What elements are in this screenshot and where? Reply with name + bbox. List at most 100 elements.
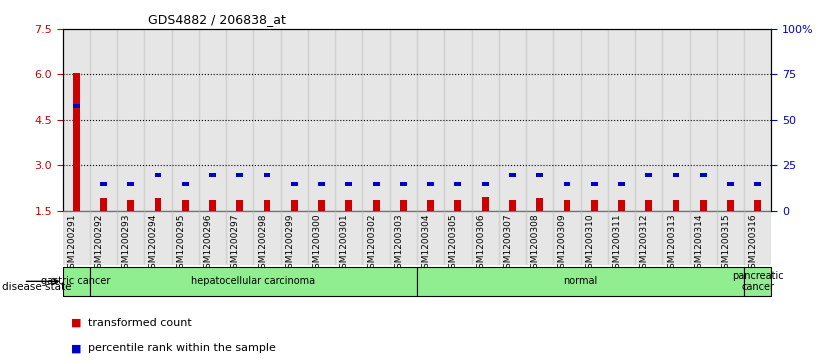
Text: hepatocellular carcinoma: hepatocellular carcinoma <box>191 276 315 286</box>
Bar <box>400 200 407 211</box>
Bar <box>389 211 417 265</box>
Text: GSM1200305: GSM1200305 <box>449 213 458 274</box>
Text: GDS4882 / 206838_at: GDS4882 / 206838_at <box>148 13 285 26</box>
Bar <box>254 211 281 265</box>
Bar <box>128 200 134 211</box>
Bar <box>618 200 625 211</box>
Bar <box>144 29 172 211</box>
Bar <box>363 211 389 265</box>
Bar <box>182 200 188 211</box>
Bar <box>389 29 417 211</box>
Bar <box>717 29 744 211</box>
Text: disease state: disease state <box>2 282 71 292</box>
Text: GSM1200309: GSM1200309 <box>558 213 567 274</box>
Text: GSM1200308: GSM1200308 <box>530 213 540 274</box>
Bar <box>182 183 188 186</box>
Text: GSM1200306: GSM1200306 <box>476 213 485 274</box>
Text: ■: ■ <box>71 343 82 354</box>
Bar <box>63 211 90 265</box>
Bar <box>755 200 761 211</box>
Bar <box>590 183 598 186</box>
Text: GSM1200303: GSM1200303 <box>394 213 404 274</box>
Text: GSM1200295: GSM1200295 <box>176 213 185 274</box>
Bar <box>672 200 680 211</box>
Bar <box>636 211 662 265</box>
Bar <box>226 211 254 265</box>
Bar <box>700 200 706 211</box>
Bar <box>144 211 172 265</box>
Text: GSM1200292: GSM1200292 <box>94 213 103 274</box>
FancyBboxPatch shape <box>90 266 417 296</box>
Bar <box>564 183 570 186</box>
Bar <box>564 200 570 211</box>
FancyBboxPatch shape <box>63 266 90 296</box>
Bar <box>427 200 434 211</box>
Bar <box>744 211 771 265</box>
Bar <box>482 197 489 211</box>
Bar <box>335 211 363 265</box>
Bar <box>690 211 717 265</box>
Text: GSM1200293: GSM1200293 <box>122 213 131 274</box>
Bar <box>335 29 363 211</box>
Bar <box>580 211 608 265</box>
Text: GSM1200314: GSM1200314 <box>694 213 703 274</box>
Bar <box>264 174 270 177</box>
FancyBboxPatch shape <box>417 266 744 296</box>
Bar <box>117 211 144 265</box>
Bar <box>471 211 499 265</box>
Text: GSM1200296: GSM1200296 <box>203 213 213 274</box>
Bar <box>445 29 471 211</box>
Text: GSM1200302: GSM1200302 <box>367 213 376 274</box>
Bar <box>172 211 198 265</box>
Bar <box>455 200 461 211</box>
Bar <box>291 200 298 211</box>
Text: GSM1200300: GSM1200300 <box>313 213 322 274</box>
Bar <box>100 199 107 211</box>
Bar <box>717 211 744 265</box>
Bar <box>536 199 543 211</box>
Bar <box>646 200 652 211</box>
Bar <box>755 183 761 186</box>
Bar <box>727 200 734 211</box>
Bar <box>90 29 117 211</box>
Bar <box>345 183 352 186</box>
Text: gastric cancer: gastric cancer <box>42 276 111 286</box>
Bar <box>198 211 226 265</box>
Bar <box>154 174 162 177</box>
Bar <box>417 29 445 211</box>
Bar <box>90 211 117 265</box>
Bar <box>345 200 352 211</box>
Text: GSM1200297: GSM1200297 <box>231 213 240 274</box>
Text: GSM1200312: GSM1200312 <box>640 213 649 274</box>
Bar <box>281 211 308 265</box>
Bar <box>226 29 254 211</box>
Bar <box>209 200 216 211</box>
Bar <box>618 183 625 186</box>
Bar <box>291 183 298 186</box>
Bar <box>553 29 580 211</box>
Text: GSM1200301: GSM1200301 <box>339 213 349 274</box>
Text: pancreatic
cancer: pancreatic cancer <box>732 270 784 292</box>
Text: GSM1200307: GSM1200307 <box>504 213 512 274</box>
Text: GSM1200291: GSM1200291 <box>68 213 76 274</box>
Bar <box>100 183 107 186</box>
Bar <box>417 211 445 265</box>
Text: transformed count: transformed count <box>88 318 191 328</box>
Bar <box>553 211 580 265</box>
Bar <box>198 29 226 211</box>
Bar <box>318 200 325 211</box>
Text: GSM1200304: GSM1200304 <box>422 213 430 274</box>
Bar <box>536 174 543 177</box>
Bar <box>672 174 680 177</box>
Bar <box>73 73 79 211</box>
Bar <box>636 29 662 211</box>
Bar <box>499 211 526 265</box>
Text: GSM1200299: GSM1200299 <box>285 213 294 274</box>
Bar <box>236 174 244 177</box>
Bar <box>455 183 461 186</box>
Bar <box>499 29 526 211</box>
Text: percentile rank within the sample: percentile rank within the sample <box>88 343 275 354</box>
Bar <box>744 29 771 211</box>
Text: GSM1200294: GSM1200294 <box>149 213 158 274</box>
Bar <box>308 211 335 265</box>
